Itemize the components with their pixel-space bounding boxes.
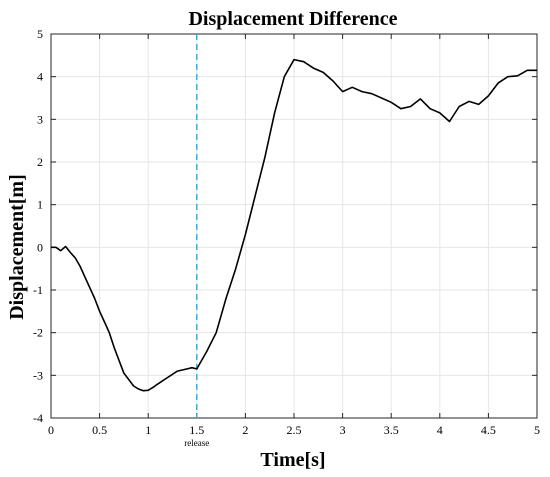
- x-tick-label: 3.5: [384, 423, 399, 437]
- x-tick-label: 1: [145, 423, 151, 437]
- x-tick-label: 4.5: [481, 423, 496, 437]
- x-tick-label: 3: [340, 423, 346, 437]
- x-tick-label: 1.5: [189, 423, 204, 437]
- y-tick-label: -3: [33, 368, 43, 382]
- series-layer: [51, 58, 537, 392]
- y-tick-label: 5: [37, 27, 43, 41]
- x-tick-label: 5: [534, 423, 540, 437]
- x-tick-label: 2.5: [287, 423, 302, 437]
- x-tick-label: 2: [242, 423, 248, 437]
- y-axis-label: Displacement[m]: [6, 174, 28, 320]
- y-tick-label: -2: [33, 326, 43, 340]
- displacement-line: [51, 58, 537, 392]
- y-tick-label: 0: [37, 240, 43, 254]
- y-tick-labels: -4 -3 -2 -1 0 1 2 3 4 5: [33, 27, 43, 425]
- x-tick-label: 0.5: [92, 423, 107, 437]
- x-tick-label: 4: [437, 423, 443, 437]
- y-tick-label: 4: [37, 70, 43, 84]
- y-tick-label: 3: [37, 112, 43, 126]
- y-tick-label: -1: [33, 283, 43, 297]
- y-tick-label: 2: [37, 155, 43, 169]
- y-tick-label: 1: [37, 198, 43, 212]
- x-tick-label: 0: [48, 423, 54, 437]
- x-axis-label: Time[s]: [260, 449, 325, 471]
- y-tick-label: -4: [33, 411, 43, 425]
- chart-title: Displacement Difference: [188, 8, 397, 30]
- grid-lines: [50, 33, 538, 419]
- marker-layer: release: [184, 34, 209, 448]
- x-tick-labels: 0 0.5 1 1.5 2 2.5 3 3.5 4 4.5 5: [48, 423, 540, 437]
- release-annotation: release: [184, 438, 209, 448]
